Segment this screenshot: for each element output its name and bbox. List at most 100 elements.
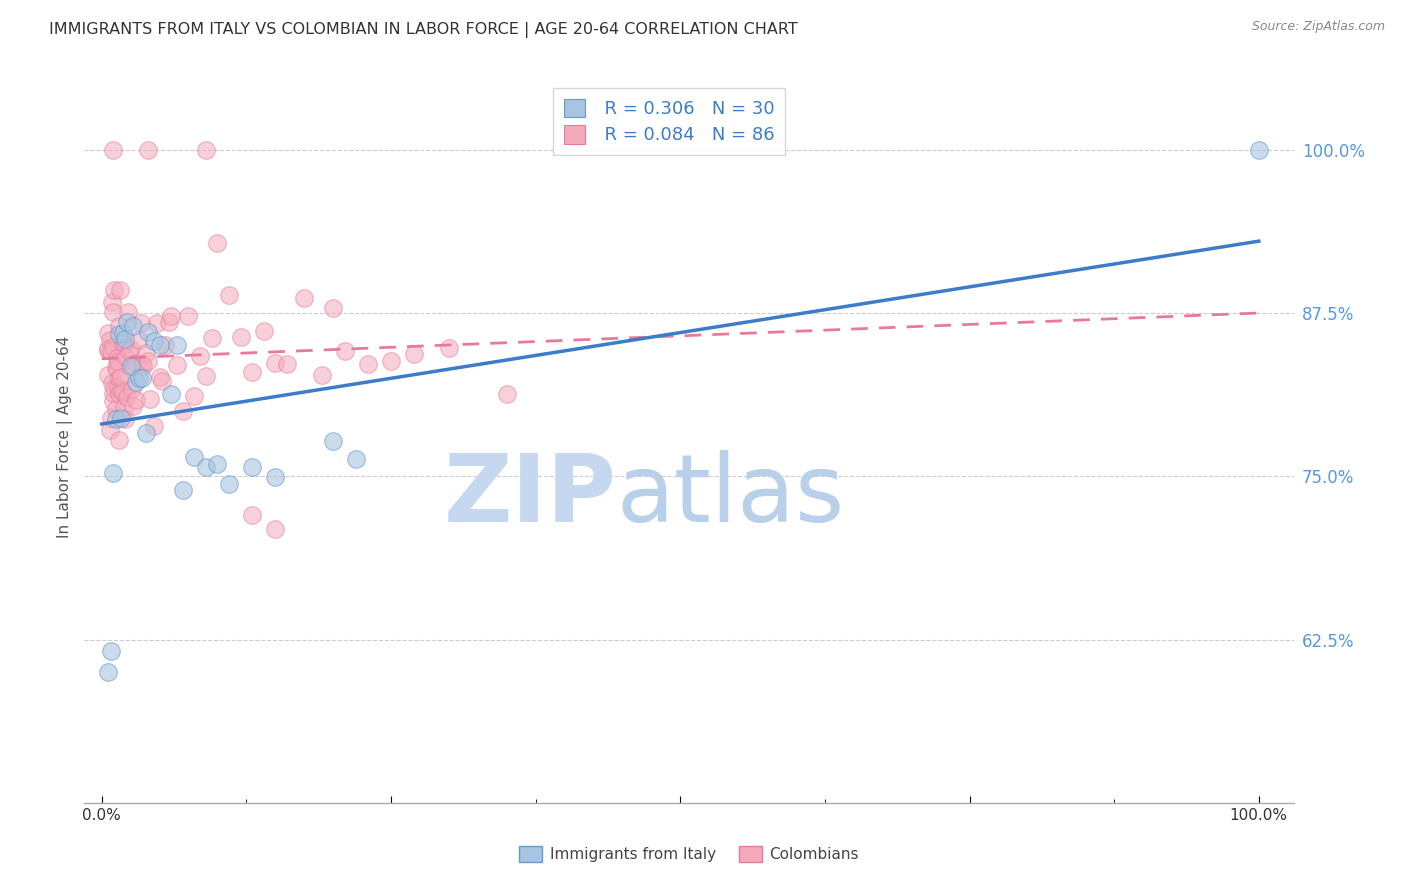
Point bbox=[96, 368, 118, 382]
Point bbox=[183, 450, 205, 464]
Point bbox=[188, 349, 211, 363]
Point bbox=[96, 343, 118, 357]
Point bbox=[194, 459, 217, 474]
Point bbox=[96, 343, 118, 357]
Point bbox=[105, 351, 128, 365]
Point bbox=[110, 384, 132, 398]
Point bbox=[292, 291, 315, 305]
Point bbox=[100, 643, 122, 657]
Point bbox=[108, 371, 131, 385]
Point bbox=[166, 359, 188, 373]
Point bbox=[150, 374, 173, 388]
Point bbox=[264, 356, 287, 370]
Point bbox=[207, 236, 229, 251]
Point bbox=[108, 387, 131, 401]
Point bbox=[404, 347, 426, 361]
Point bbox=[311, 368, 333, 382]
Point bbox=[139, 392, 162, 406]
Point bbox=[96, 326, 118, 340]
Point bbox=[128, 333, 150, 347]
Point bbox=[183, 389, 205, 403]
Point bbox=[122, 399, 145, 413]
Point bbox=[100, 410, 122, 425]
Point bbox=[107, 354, 129, 368]
Point bbox=[155, 337, 177, 351]
Point bbox=[115, 390, 138, 404]
Point bbox=[110, 283, 132, 297]
Text: Source: ZipAtlas.com: Source: ZipAtlas.com bbox=[1251, 20, 1385, 33]
Point bbox=[107, 380, 129, 394]
Point bbox=[110, 411, 132, 425]
Point bbox=[177, 309, 200, 323]
Point bbox=[194, 143, 217, 157]
Point bbox=[111, 326, 134, 340]
Point bbox=[194, 369, 217, 384]
Point bbox=[160, 309, 183, 323]
Point bbox=[218, 287, 240, 301]
Point bbox=[136, 143, 159, 157]
Point bbox=[114, 412, 136, 426]
Point bbox=[103, 283, 125, 297]
Text: ZIP: ZIP bbox=[443, 450, 616, 541]
Point bbox=[166, 337, 188, 351]
Point bbox=[146, 316, 169, 330]
Point bbox=[114, 332, 136, 346]
Point bbox=[103, 394, 125, 409]
Point bbox=[118, 343, 141, 358]
Point bbox=[122, 319, 145, 334]
Point bbox=[322, 434, 344, 449]
Point bbox=[136, 325, 159, 339]
Point bbox=[132, 359, 155, 373]
Point bbox=[103, 305, 125, 319]
Point bbox=[125, 393, 148, 408]
Text: atlas: atlas bbox=[616, 450, 845, 541]
Point bbox=[160, 386, 183, 401]
Point bbox=[103, 340, 125, 354]
Point bbox=[201, 331, 224, 345]
Point bbox=[264, 522, 287, 536]
Point bbox=[110, 370, 132, 384]
Point bbox=[495, 387, 517, 401]
Point bbox=[125, 356, 148, 370]
Point bbox=[104, 402, 127, 417]
Point bbox=[120, 343, 142, 357]
Y-axis label: In Labor Force | Age 20-64: In Labor Force | Age 20-64 bbox=[58, 336, 73, 538]
Point bbox=[104, 412, 127, 426]
Point bbox=[96, 665, 118, 680]
Point bbox=[264, 470, 287, 484]
Point bbox=[218, 476, 240, 491]
Point bbox=[142, 334, 165, 348]
Point bbox=[101, 376, 124, 391]
Point bbox=[111, 336, 134, 351]
Point bbox=[103, 466, 125, 480]
Point bbox=[229, 330, 252, 344]
Point bbox=[117, 305, 139, 319]
Point bbox=[240, 459, 263, 474]
Point bbox=[172, 483, 194, 498]
Point bbox=[380, 354, 402, 368]
Point bbox=[148, 370, 170, 384]
Point bbox=[122, 359, 145, 373]
Point bbox=[115, 350, 138, 364]
Point bbox=[333, 344, 356, 359]
Point bbox=[357, 357, 380, 371]
Point bbox=[128, 371, 150, 385]
Point bbox=[120, 359, 142, 373]
Point bbox=[111, 385, 134, 400]
Point bbox=[172, 404, 194, 418]
Point bbox=[108, 319, 131, 334]
Point bbox=[108, 433, 131, 447]
Point bbox=[1247, 143, 1270, 157]
Point bbox=[129, 316, 152, 330]
Point bbox=[104, 360, 127, 375]
Point bbox=[344, 451, 367, 466]
Point bbox=[253, 324, 276, 338]
Point bbox=[131, 371, 153, 385]
Point bbox=[148, 338, 170, 352]
Point bbox=[131, 357, 153, 371]
Point bbox=[240, 508, 263, 523]
Point bbox=[103, 381, 125, 395]
Point bbox=[322, 301, 344, 315]
Point bbox=[135, 426, 157, 441]
Point bbox=[103, 143, 125, 157]
